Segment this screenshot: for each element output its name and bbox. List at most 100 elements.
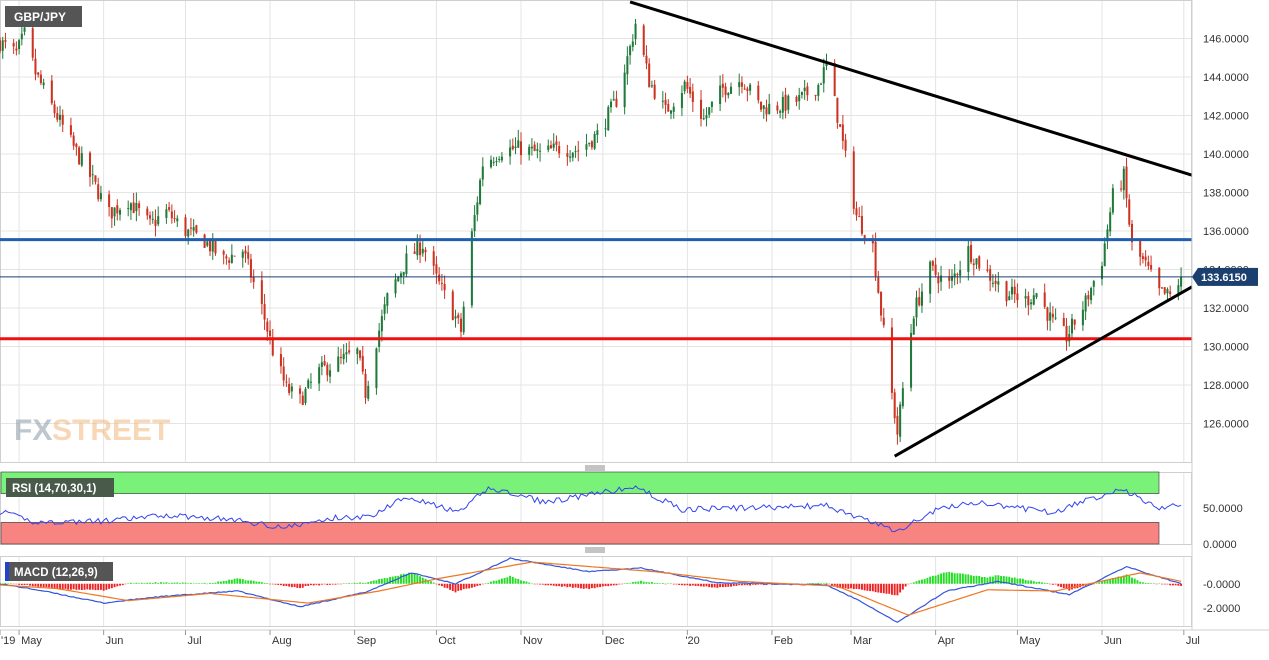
macd-axis[interactable]: -0.0000 -2.0000 xyxy=(1203,579,1240,615)
macd-histogram-bar xyxy=(596,583,599,588)
macd-histogram-bar xyxy=(34,583,37,587)
macd-histogram-bar xyxy=(626,583,629,584)
macd-histogram-bar xyxy=(1117,576,1120,584)
macd-tick-label: -2.0000 xyxy=(1203,603,1240,615)
candle-body xyxy=(590,141,593,148)
macd-histogram-bar xyxy=(383,578,386,584)
macd-histogram-bar xyxy=(214,582,217,584)
candle-body xyxy=(118,210,122,215)
macd-histogram-bar xyxy=(582,583,585,589)
macd-histogram-bar xyxy=(405,573,408,584)
candle-body xyxy=(271,337,274,356)
macd-histogram-bar xyxy=(233,578,236,584)
macd-histogram-bar xyxy=(599,583,602,588)
candle-body xyxy=(738,82,741,88)
macd-histogram-bar xyxy=(184,582,187,584)
candle-body xyxy=(1122,168,1125,191)
rsi-axis[interactable]: 50.0000 0.0000 xyxy=(1203,503,1243,551)
candle-body xyxy=(176,218,179,222)
macd-histogram-bar xyxy=(217,581,220,584)
macd-histogram-bar xyxy=(64,583,67,589)
macd-histogram-bar xyxy=(69,583,72,590)
macd-histogram xyxy=(0,571,1183,596)
macd-histogram-bar xyxy=(994,575,997,584)
macd-histogram-bar xyxy=(953,573,956,584)
macd-histogram-bar xyxy=(271,583,274,585)
candle-body xyxy=(214,240,217,254)
macd-histogram-bar xyxy=(370,581,372,584)
macd-histogram-bar xyxy=(961,573,964,584)
macd-histogram-bar xyxy=(473,583,476,587)
candle-body xyxy=(724,86,727,95)
panel-splitter-1[interactable] xyxy=(585,465,605,471)
macd-histogram-bar xyxy=(1133,578,1136,584)
macd-histogram-bar xyxy=(1073,583,1076,589)
macd-histogram-bar xyxy=(1024,580,1027,584)
macd-histogram-bar xyxy=(1051,583,1054,585)
macd-histogram-bar xyxy=(4,582,7,584)
macd-histogram-bar xyxy=(500,578,503,584)
candle-body xyxy=(860,216,863,234)
macd-histogram-bar xyxy=(1035,581,1038,584)
candle-body xyxy=(528,146,531,155)
macd-histogram-bar xyxy=(1128,575,1131,584)
candle-body xyxy=(609,101,613,108)
macd-histogram-bar xyxy=(479,583,482,586)
macd-histogram-bar xyxy=(320,583,323,585)
panel-splitter-2[interactable] xyxy=(585,547,605,553)
candle-body xyxy=(765,107,768,115)
candle-body xyxy=(629,46,632,56)
candle-body xyxy=(438,274,441,282)
macd-histogram-bar xyxy=(528,582,531,584)
candle-body xyxy=(397,276,400,282)
macd-histogram-bar xyxy=(490,581,492,584)
macd-histogram-bar xyxy=(1011,577,1013,584)
macd-histogram-bar xyxy=(154,582,157,584)
ascending-trendline[interactable] xyxy=(893,285,1193,458)
candle-body xyxy=(364,373,367,398)
time-axis[interactable]: '19 May Jun Jul Aug Sep Oct Nov Dec '20 Feb Mar Apr M… xyxy=(0,629,1269,647)
macd-histogram-bar xyxy=(860,583,863,590)
candle-body xyxy=(539,150,542,152)
last-price-marker: 133.6150 xyxy=(0,267,1258,286)
macd-histogram-bar xyxy=(664,583,667,585)
macd-histogram-bar xyxy=(277,583,280,585)
macd-histogram-bar xyxy=(1002,576,1005,584)
candle-body xyxy=(890,327,893,393)
macd-histogram-bar xyxy=(877,583,880,593)
macd-histogram-bar xyxy=(181,582,184,584)
candle-body xyxy=(950,276,953,281)
candle-body xyxy=(768,103,771,115)
macd-histogram-bar xyxy=(165,582,168,584)
candle-body xyxy=(814,94,817,96)
candle-body xyxy=(577,150,580,152)
macd-histogram-bar xyxy=(667,583,670,584)
macd-histogram-bar xyxy=(882,583,885,594)
candle-body xyxy=(383,304,386,314)
symbol-badge[interactable]: GBP/JPY xyxy=(5,6,82,27)
macd-histogram-bar xyxy=(855,583,858,589)
candle-body xyxy=(571,152,574,158)
macd-histogram-bar xyxy=(683,583,686,586)
macd-histogram-bar xyxy=(588,583,591,590)
candle-body xyxy=(604,128,607,130)
macd-badge[interactable]: MACD (12,26,9) xyxy=(5,562,113,581)
candle-body xyxy=(648,63,651,88)
rsi-badge[interactable]: RSI (14,70,30,1) xyxy=(6,478,114,497)
macd-histogram-bar xyxy=(1043,582,1046,584)
candle-body xyxy=(195,225,198,233)
candle-body xyxy=(282,366,285,381)
candle-body xyxy=(1024,296,1027,299)
candle-body xyxy=(157,216,160,225)
candle-body xyxy=(110,207,113,219)
candle-body xyxy=(746,88,749,92)
macd-histogram-bar xyxy=(23,583,26,586)
macd-histogram-bar xyxy=(323,583,326,585)
macd-histogram-bar xyxy=(1131,577,1133,584)
macd-histogram-bar xyxy=(653,582,656,584)
candle-body xyxy=(762,105,765,109)
descending-trendline[interactable] xyxy=(629,0,1193,177)
macd-histogram-bar xyxy=(170,582,173,584)
macd-histogram-bar xyxy=(143,583,146,584)
macd-histogram-bar xyxy=(921,579,923,584)
